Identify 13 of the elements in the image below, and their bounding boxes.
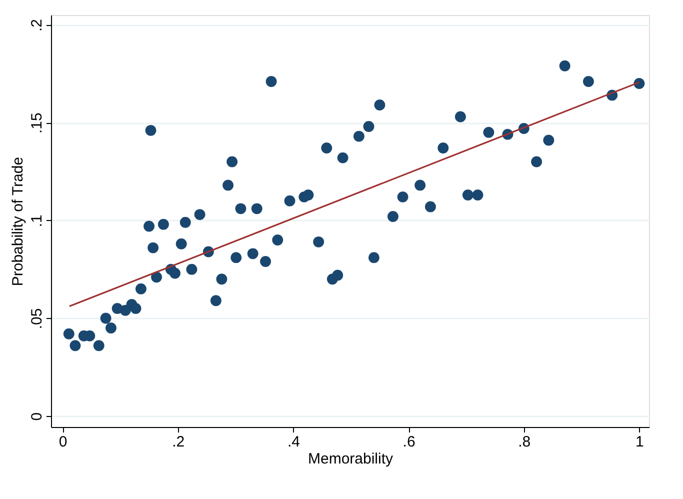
x-tick-label: .2 — [172, 434, 185, 450]
x-tick-label: 0 — [58, 434, 68, 450]
x-tick-label: .8 — [518, 434, 531, 450]
y-tick-label: .2 — [28, 19, 46, 32]
x-tick-label: .6 — [402, 434, 416, 450]
y-tick-label: .1 — [28, 214, 46, 228]
x-axis-title: Memorability — [308, 450, 394, 468]
y-tick-label: 0 — [28, 412, 46, 421]
y-tick-label: .05 — [28, 308, 46, 330]
y-axis-title: Probability of Trade — [10, 156, 26, 286]
y-tick-label: .15 — [28, 112, 46, 134]
x-tick-label: .4 — [287, 434, 300, 450]
x-tick-label: 1 — [636, 434, 644, 450]
